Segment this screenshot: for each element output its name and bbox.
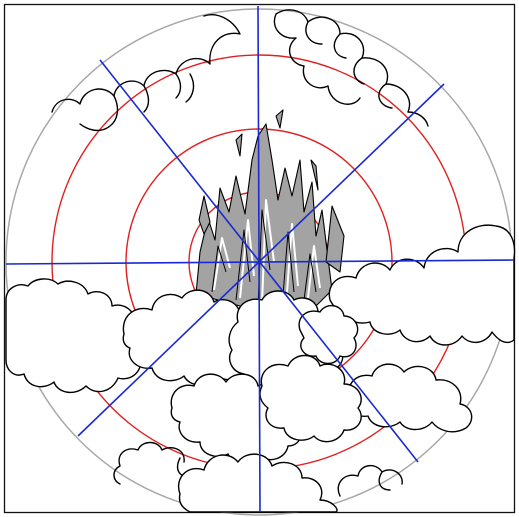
cloud-top-right	[273, 9, 429, 127]
cloud-bottom-left	[113, 441, 191, 485]
flame-spark-3	[310, 159, 319, 191]
cloud-right	[328, 224, 516, 346]
flame-body	[195, 123, 333, 319]
cloud-top-left	[51, 14, 241, 132]
cloud-icon	[5, 9, 516, 513]
cloud-center-right-puff	[298, 305, 359, 365]
spoke-vertical	[257, 5, 261, 513]
flame-tongue-left	[198, 195, 211, 235]
flame-spark-2	[275, 109, 284, 129]
cloud-bottom	[177, 453, 338, 513]
flame-tongue-right	[325, 205, 345, 273]
spoke-diagonal-b	[77, 83, 445, 437]
cloud-bottom-right	[337, 465, 403, 497]
blue-spokes	[5, 5, 515, 513]
flame-spark-1	[235, 133, 243, 157]
cloud-lower-center-right	[259, 354, 362, 443]
flame-highlights	[213, 199, 321, 307]
flame-icon	[195, 109, 345, 319]
cloud-lower-right	[347, 363, 473, 433]
